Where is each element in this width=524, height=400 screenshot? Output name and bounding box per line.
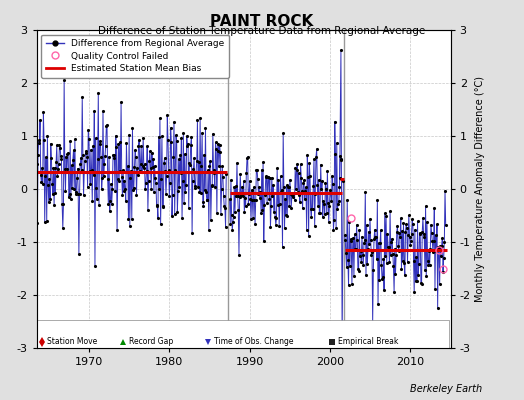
Text: Berkeley Earth: Berkeley Earth: [410, 384, 482, 394]
Bar: [37, 320, 449, 348]
Text: Record Gap: Record Gap: [129, 337, 173, 346]
Y-axis label: Monthly Temperature Anomaly Difference (°C): Monthly Temperature Anomaly Difference (…: [475, 76, 485, 302]
Text: Empirical Break: Empirical Break: [338, 337, 398, 346]
Text: Time of Obs. Change: Time of Obs. Change: [213, 337, 293, 346]
Text: Station Move: Station Move: [47, 337, 97, 346]
Text: PAINT ROCK: PAINT ROCK: [210, 14, 314, 29]
Text: Difference of Station Temperature Data from Regional Average: Difference of Station Temperature Data f…: [99, 26, 425, 36]
Legend: Difference from Regional Average, Quality Control Failed, Estimated Station Mean: Difference from Regional Average, Qualit…: [41, 34, 229, 78]
